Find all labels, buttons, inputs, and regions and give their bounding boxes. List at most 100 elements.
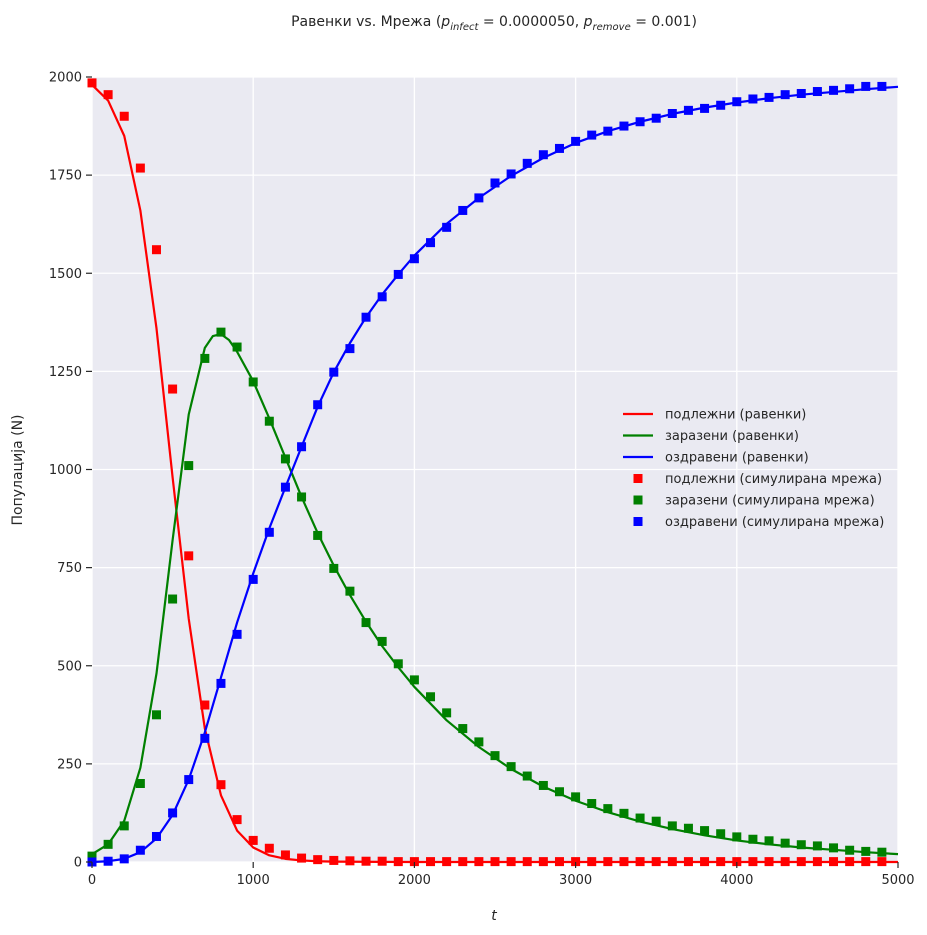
scatter-point-0 — [748, 857, 758, 867]
scatter-point-2 — [716, 100, 726, 110]
title-p2-value: = 0.001) — [631, 14, 697, 30]
scatter-point-0 — [248, 835, 258, 845]
scatter-point-2 — [506, 169, 516, 179]
scatter-point-2 — [490, 178, 500, 188]
series-line-2 — [91, 85, 899, 864]
scatter-point-2 — [184, 775, 194, 785]
scatter-point-2 — [248, 574, 258, 584]
scatter-point-1 — [603, 804, 613, 814]
scatter-point-1 — [522, 771, 532, 781]
scatter-point-1 — [345, 586, 355, 596]
scatter-point-2 — [297, 442, 307, 452]
x-tick-label: 2000 — [398, 873, 431, 888]
scatter-point-1 — [635, 813, 645, 823]
scatter-point-1 — [764, 836, 774, 846]
scatter-point-0 — [635, 857, 645, 867]
scatter-point-1 — [442, 708, 452, 718]
scatter-point-1 — [587, 799, 597, 809]
scatter-point-1 — [780, 838, 790, 848]
y-tick-label: 500 — [57, 659, 82, 674]
scatter-point-2 — [748, 94, 758, 104]
scatter-point-2 — [409, 254, 419, 264]
scatter-point-0 — [780, 857, 790, 867]
scatter-point-1 — [490, 751, 500, 761]
scatter-point-1 — [297, 492, 307, 502]
scatter-point-0 — [119, 111, 129, 121]
scatter-point-1 — [716, 829, 726, 839]
scatter-point-0 — [297, 853, 307, 863]
scatter-point-2 — [861, 81, 871, 91]
scatter-point-2 — [812, 87, 822, 97]
scatter-point-1 — [87, 851, 97, 861]
x-tick-label: 0 — [88, 873, 96, 888]
scatter-point-2 — [571, 136, 581, 146]
scatter-point-0 — [409, 857, 419, 867]
title-p1-sub: infect — [450, 22, 479, 33]
scatter-point-2 — [796, 88, 806, 98]
title-p2-base: p — [583, 14, 593, 30]
scatter-point-2 — [845, 84, 855, 94]
scatter-point-1 — [877, 847, 887, 857]
scatter-point-2 — [135, 845, 145, 855]
scatter-point-0 — [184, 551, 194, 561]
legend-marker-swatch — [633, 474, 643, 483]
scatter-point-1 — [700, 826, 710, 836]
y-axis-label: Популација (N) — [10, 414, 26, 525]
scatter-point-1 — [571, 792, 581, 802]
y-tick-label: 750 — [57, 561, 82, 576]
scatter-point-1 — [151, 710, 161, 720]
series-line-1 — [91, 332, 899, 856]
x-tick-label: 1000 — [237, 873, 270, 888]
legend-label: заразени (симулирана мрежа) — [665, 494, 875, 509]
legend-label: подлежни (равенки) — [665, 408, 806, 423]
scatter-point-1 — [329, 563, 339, 573]
scatter-point-1 — [426, 692, 436, 702]
scatter-point-1 — [409, 675, 419, 685]
scatter-point-0 — [377, 856, 387, 866]
axes-layer: 0 1000 2000 3000 4000 5000 0 250 500 750 1000 1250 1… — [49, 71, 915, 889]
scatter-point-1 — [861, 846, 871, 856]
scatter-point-1 — [119, 821, 129, 831]
scatter-point-2 — [361, 312, 371, 322]
scatter-point-2 — [667, 109, 677, 118]
scatter-point-0 — [345, 856, 355, 866]
scatter-point-2 — [554, 143, 564, 153]
scatter-point-0 — [538, 857, 548, 867]
scatter-point-1 — [377, 636, 387, 646]
scatter-point-2 — [377, 292, 387, 302]
scatter-point-0 — [845, 857, 855, 867]
scatter-point-0 — [683, 857, 693, 867]
scatter-point-1 — [829, 843, 839, 853]
scatter-point-0 — [522, 857, 532, 867]
scatter-point-1 — [474, 737, 484, 747]
scatter-point-1 — [812, 841, 822, 851]
x-axis-label: t — [491, 908, 497, 924]
scatter-point-1 — [135, 779, 145, 788]
scatter-point-2 — [329, 367, 339, 377]
series-layer — [87, 78, 899, 867]
title-prefix: Равенки vs. Мрежа ( — [291, 14, 441, 30]
legend-marker-swatch — [633, 495, 643, 505]
scatter-point-2 — [232, 629, 242, 639]
scatter-point-2 — [780, 90, 790, 100]
scatter-point-2 — [168, 808, 178, 818]
scatter-point-0 — [554, 857, 564, 867]
scatter-point-1 — [619, 808, 629, 818]
y-tick-label: 1000 — [49, 463, 82, 478]
scatter-point-0 — [168, 384, 178, 394]
scatter-point-2 — [700, 103, 710, 113]
scatter-point-1 — [748, 834, 758, 844]
y-tick-label: 1500 — [49, 267, 82, 282]
scatter-point-1 — [845, 845, 855, 855]
scatter-point-0 — [716, 857, 726, 867]
scatter-point-0 — [135, 163, 145, 173]
scatter-point-1 — [796, 840, 806, 850]
scatter-point-0 — [393, 857, 403, 867]
scatter-point-0 — [796, 857, 806, 867]
x-tick-label: 4000 — [720, 873, 753, 888]
scatter-point-1 — [554, 787, 564, 797]
scatter-point-0 — [571, 857, 581, 867]
scatter-point-2 — [103, 856, 113, 866]
legend-label: подлежни (симулирана мрежа) — [665, 472, 882, 487]
